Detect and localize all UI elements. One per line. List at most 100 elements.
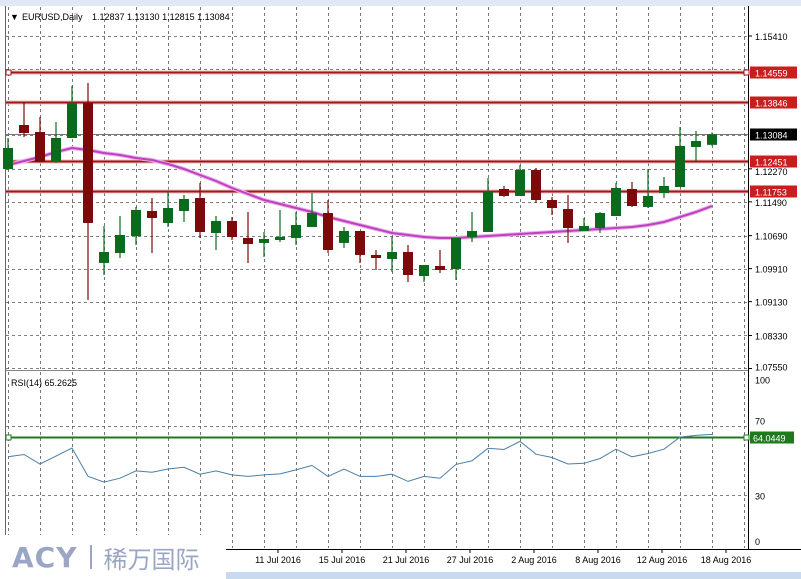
candle-bullish bbox=[291, 224, 301, 238]
line-handle-left[interactable] bbox=[5, 69, 12, 76]
rsi-line-handle-left[interactable] bbox=[5, 434, 12, 441]
candle-bearish bbox=[371, 254, 381, 258]
candle-bullish bbox=[307, 212, 317, 227]
logo-divider bbox=[89, 545, 92, 569]
candles bbox=[3, 82, 717, 300]
time-tick-label: 27 Jul 2016 bbox=[447, 555, 494, 565]
time-tick-label: 11 Jul 2016 bbox=[255, 555, 301, 565]
price-tick-label: 1.12270 bbox=[755, 167, 788, 177]
price-level-badge bbox=[750, 185, 797, 198]
price-level-badge-label: 1.14559 bbox=[755, 69, 788, 79]
candle-bullish bbox=[451, 237, 461, 269]
price-level-badge-label: 1.11753 bbox=[755, 188, 787, 198]
candle-bearish bbox=[403, 251, 413, 275]
price-tick-label: 1.09910 bbox=[755, 265, 788, 275]
ohlc-readout: 1.12837 1.13130 1.12815 1.13084 bbox=[92, 12, 230, 22]
price-tick-label: 1.07550 bbox=[755, 362, 788, 372]
candle-bearish bbox=[355, 231, 365, 255]
axes: 1.15410 1.12270 1.11490 1.10690 1.09910 1.091… bbox=[255, 32, 787, 565]
candle-bullish bbox=[387, 251, 397, 260]
candle-bearish bbox=[323, 212, 333, 250]
candle-bearish bbox=[563, 209, 573, 228]
triangle-down-icon[interactable]: ▼ bbox=[10, 12, 19, 22]
time-tick-label: 21 Jul 2016 bbox=[383, 555, 430, 565]
moving-average-line bbox=[7, 146, 713, 239]
candle-bearish bbox=[531, 170, 541, 200]
candle-bullish bbox=[659, 185, 669, 193]
watermark-logo: ACY 稀万国际 bbox=[0, 535, 226, 579]
moving-average bbox=[7, 145, 713, 240]
rsi-line-handle-right[interactable] bbox=[743, 434, 750, 441]
candle-bearish bbox=[499, 188, 509, 196]
rsi-tick-label: 0 bbox=[755, 537, 760, 547]
candle-bullish bbox=[67, 103, 77, 138]
price-level-badge bbox=[750, 155, 797, 168]
rsi-tick-label: 100 bbox=[755, 376, 770, 386]
candle-bullish bbox=[131, 209, 141, 236]
candle-bullish bbox=[419, 265, 429, 277]
rsi-line bbox=[7, 433, 713, 483]
price-level-badge bbox=[750, 66, 797, 79]
rsi-title: RSI(14) 65.2625 bbox=[11, 378, 77, 388]
candle-bearish bbox=[435, 265, 445, 271]
candle-bullish bbox=[643, 195, 653, 207]
candle-bearish bbox=[627, 188, 637, 207]
candle-bearish bbox=[227, 220, 237, 238]
candle-bullish bbox=[595, 212, 605, 228]
logo-chinese: 稀万国际 bbox=[103, 545, 200, 574]
price-tick-label: 1.11490 bbox=[755, 198, 787, 208]
rsi-pane: 64.0449 bbox=[5, 431, 794, 483]
window-top-bar bbox=[0, 0, 801, 6]
candle-bearish bbox=[19, 124, 29, 133]
candle-bullish bbox=[611, 187, 621, 216]
line-handle-right[interactable] bbox=[743, 69, 750, 76]
candle-bullish bbox=[259, 238, 269, 243]
rsi-level-badge bbox=[750, 431, 794, 444]
candle-bullish bbox=[163, 207, 173, 224]
time-tick-label: 12 Aug 2016 bbox=[637, 555, 688, 565]
candle-bullish bbox=[707, 134, 717, 145]
current-price-badge bbox=[750, 128, 797, 141]
candle-bearish bbox=[243, 237, 253, 244]
candle-bullish bbox=[675, 145, 685, 188]
candle-bearish bbox=[547, 199, 557, 208]
candle-bullish bbox=[691, 140, 701, 147]
time-tick-label: 15 Jul 2016 bbox=[319, 555, 366, 565]
candle-bullish bbox=[483, 190, 493, 232]
rsi-level-label: 64.0449 bbox=[753, 434, 786, 444]
time-tick-label: 8 Aug 2016 bbox=[575, 555, 621, 565]
horizontal-lines: 1.14559 1.13846 1.12451 1.11753 1.13084 bbox=[5, 66, 797, 198]
price-level-badge-label: 1.12451 bbox=[755, 158, 788, 168]
price-level-badge-label: 1.13846 bbox=[755, 99, 788, 109]
candle-bearish bbox=[147, 210, 157, 218]
time-tick-label: 18 Aug 2016 bbox=[701, 555, 752, 565]
symbol-title: EURUSD,Daily bbox=[22, 12, 83, 22]
candle-bullish bbox=[339, 231, 349, 243]
candle-bullish bbox=[179, 198, 189, 211]
rsi-tick-label: 70 bbox=[755, 416, 765, 426]
candle-bullish bbox=[275, 237, 285, 241]
rsi-tick-label: 30 bbox=[755, 491, 765, 501]
price-tick-label: 1.08330 bbox=[755, 331, 788, 341]
price-tick-label: 1.10690 bbox=[755, 232, 788, 242]
candle-bullish bbox=[515, 170, 525, 196]
price-tick-label: 1.15410 bbox=[755, 32, 788, 42]
candle-bearish bbox=[83, 103, 93, 224]
candle-bullish bbox=[579, 226, 589, 232]
current-price-label: 1.13084 bbox=[755, 131, 788, 141]
logo-brand: ACY bbox=[12, 540, 78, 574]
candle-bearish bbox=[35, 131, 45, 163]
candle-bullish bbox=[467, 231, 477, 238]
grid bbox=[6, 7, 748, 548]
candle-bullish bbox=[51, 137, 61, 163]
candle-bullish bbox=[115, 234, 125, 253]
time-tick-label: 2 Aug 2016 bbox=[511, 555, 557, 565]
price-level-badge bbox=[750, 96, 797, 109]
price-tick-label: 1.09130 bbox=[755, 298, 788, 308]
window-bottom-bar bbox=[0, 572, 801, 579]
candle-bullish bbox=[99, 251, 109, 263]
candle-bullish bbox=[211, 220, 221, 233]
candle-bullish bbox=[3, 148, 13, 169]
candle-bearish bbox=[195, 198, 205, 232]
